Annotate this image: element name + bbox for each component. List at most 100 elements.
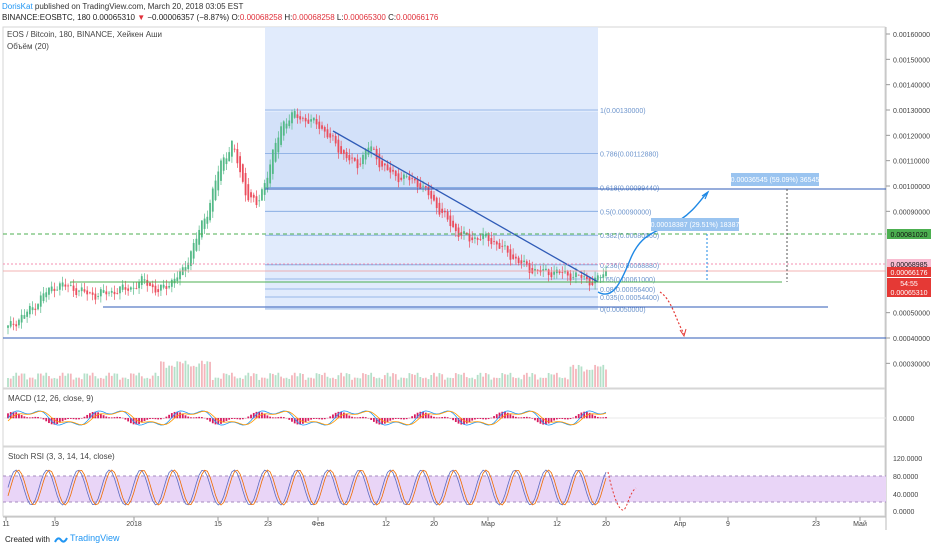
- macd-hist-bar: [45, 418, 48, 422]
- candle-body: [26, 311, 29, 317]
- volume-bar: [53, 377, 56, 387]
- volume-bar: [20, 373, 23, 387]
- macd-hist-bar: [37, 416, 39, 419]
- macd-hist-bar: [86, 414, 89, 419]
- candle-body: [162, 284, 165, 288]
- candle-body: [408, 176, 411, 181]
- volume-bar: [258, 379, 261, 387]
- volume-bar: [471, 377, 474, 387]
- price-tag-label: 0.00068985: [891, 262, 928, 269]
- candle-body: [375, 148, 378, 160]
- volume-bar: [274, 375, 277, 387]
- candle-body: [476, 238, 479, 240]
- candle-body: [187, 262, 190, 270]
- candle-body: [31, 307, 34, 311]
- macd-hist-bar: [378, 418, 381, 425]
- indicator-tick-label: 80.0000: [893, 474, 918, 481]
- macd-hist-bar: [321, 418, 323, 420]
- candle-body: [34, 308, 37, 310]
- macd-hist-bar: [271, 417, 274, 419]
- candle-body: [605, 270, 607, 276]
- volume-bar: [342, 376, 345, 387]
- macd-hist-bar: [545, 418, 547, 425]
- macd-hist-bar: [293, 418, 296, 424]
- volume-bar: [206, 361, 209, 387]
- candle-body: [255, 196, 258, 206]
- time-tick-label: 9: [726, 521, 730, 528]
- volume-bar: [545, 377, 547, 387]
- symbol: BINANCE:EOSBTC, 180: [2, 13, 91, 22]
- macd-hist-bar: [176, 411, 179, 419]
- indicator-tick-label: 0.0000: [893, 416, 915, 423]
- macd-hist-bar: [269, 416, 272, 419]
- candle-body: [225, 158, 228, 165]
- macd-hist-bar: [149, 418, 151, 420]
- stoch-k-line: [7, 469, 607, 506]
- candle-body: [520, 260, 523, 264]
- macd-hist-bar: [48, 418, 50, 424]
- candle-body: [514, 256, 517, 259]
- volume-bar: [269, 373, 272, 387]
- candle-body: [318, 121, 321, 129]
- macd-hist-bar: [83, 416, 86, 419]
- macd-hist-bar: [263, 413, 266, 419]
- candle-body: [241, 164, 244, 182]
- volume-bar: [310, 377, 312, 387]
- candle-body: [463, 231, 465, 234]
- trend-drawings[interactable]: [3, 130, 886, 339]
- candle-body: [564, 270, 566, 273]
- macd-hist-bar: [506, 412, 509, 419]
- candle-body: [468, 233, 471, 242]
- candle-body: [424, 185, 427, 188]
- macd-hist-bar: [484, 418, 487, 420]
- volume-bar: [293, 372, 296, 387]
- macd-hist-bar: [520, 417, 523, 419]
- volume-bar: [449, 377, 452, 387]
- candle-body: [596, 275, 599, 281]
- candle-body: [280, 126, 282, 145]
- volume-bar: [195, 366, 198, 387]
- volume-bar: [146, 377, 149, 387]
- tradingview-link[interactable]: TradingView: [70, 533, 120, 543]
- macd-hist-bar: [397, 418, 400, 419]
- time-tick-label: 2018: [126, 521, 142, 528]
- volume-bar: [291, 375, 293, 387]
- candle-body: [542, 269, 545, 272]
- macd-hist-bar: [531, 418, 534, 419]
- macd-hist-bar: [69, 418, 72, 419]
- candle-body: [405, 176, 408, 178]
- volume-bar: [536, 379, 539, 387]
- time-tick-label: 20: [430, 521, 438, 528]
- candle-body: [69, 285, 72, 287]
- macd-hist-bar: [291, 418, 293, 422]
- macd-hist-bar: [370, 418, 373, 421]
- candle-body: [91, 292, 94, 295]
- candle-body: [517, 257, 520, 264]
- macd-hist-bar: [493, 416, 495, 419]
- candle-body: [18, 319, 20, 326]
- price-tick-label: 0.00030000: [893, 361, 930, 368]
- macd-hist-bar: [102, 415, 105, 419]
- candle-body: [173, 278, 176, 284]
- volume-bar: [255, 373, 258, 387]
- volume-bar: [405, 378, 408, 387]
- volume-bars: [7, 360, 607, 387]
- candle-body: [135, 288, 138, 289]
- candle-body: [422, 185, 424, 187]
- macd-hist-bar: [261, 412, 263, 419]
- macd-hist-bar: [536, 418, 539, 423]
- price-tick-label: 0.00050000: [893, 311, 930, 318]
- fib-retracement[interactable]: 1(0.00130000)0.786(0.00112880)0.618(0.00…: [265, 27, 659, 314]
- candle-body: [20, 314, 23, 323]
- candle-body: [288, 120, 291, 127]
- volume-bar: [34, 379, 37, 387]
- candle-body: [269, 164, 272, 184]
- macd-hist-bar: [179, 412, 181, 419]
- volume-bar: [231, 372, 233, 387]
- candle-body: [351, 157, 353, 159]
- candle-body: [334, 135, 337, 144]
- author-link[interactable]: DorisKat: [2, 2, 33, 11]
- candle-body: [345, 151, 348, 159]
- volume-bar: [383, 375, 386, 387]
